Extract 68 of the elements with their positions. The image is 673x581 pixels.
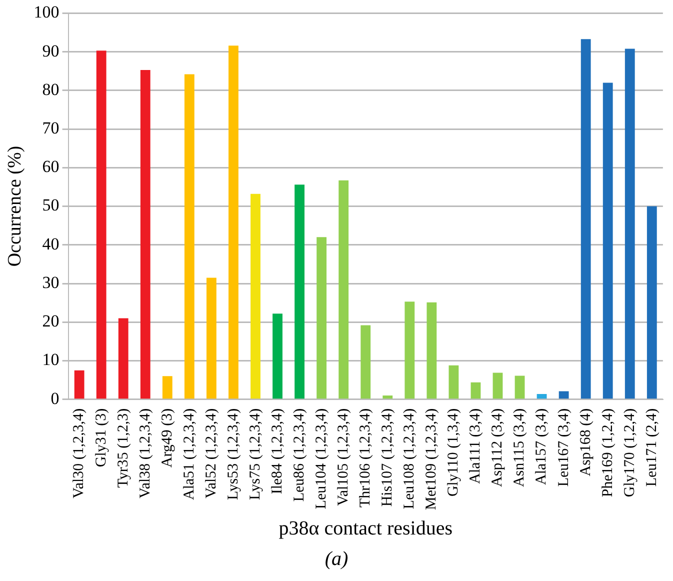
y-tick-label: 60 — [42, 157, 60, 176]
x-tick-label: Val38 (1,2,3,4) — [137, 408, 154, 498]
x-tick-label: Leu167 (3,4) — [556, 408, 572, 487]
bar — [74, 370, 84, 399]
y-tick-label: 90 — [42, 41, 60, 60]
x-tick-label: Leu86 (1,2,3,4) — [291, 408, 308, 502]
x-tick-label: Tyr35 (1,2,3) — [115, 408, 132, 488]
y-tick-label: 20 — [42, 312, 60, 331]
bar — [272, 314, 282, 399]
bar — [492, 372, 503, 399]
bar — [250, 194, 260, 399]
x-tick-label: Lys53 (1,2,3,4) — [225, 408, 242, 500]
bar — [228, 46, 238, 399]
bar — [316, 237, 327, 399]
x-tick-label: Asn115 (3,4) — [512, 408, 528, 487]
bar — [514, 376, 525, 399]
bar — [338, 180, 349, 399]
bar — [118, 318, 128, 399]
y-tick-label: 100 — [34, 2, 60, 22]
bar — [96, 50, 106, 399]
x-tick-label: Leu171 (2,4) — [644, 408, 660, 487]
x-tick-label: Lys75 (1,2,3,4) — [247, 408, 264, 500]
x-tick-label: Asp168 (4) — [578, 408, 594, 476]
bar — [382, 395, 393, 399]
bar — [558, 391, 569, 399]
bar — [580, 39, 591, 399]
bar — [294, 184, 304, 399]
y-tick-label: 50 — [42, 196, 60, 215]
y-tick-label: 30 — [42, 272, 60, 292]
x-tick-label: Val30 (1,2,3,4) — [71, 408, 88, 498]
x-tick-label: Thr106 (1,2,3,4) — [358, 408, 374, 508]
x-tick-label: Ala51 (1,2,3,4) — [181, 408, 198, 500]
y-tick-label: 40 — [42, 234, 60, 254]
x-tick-label: Gly31 (3) — [93, 408, 110, 468]
y-tick-label: 80 — [42, 80, 60, 99]
bar — [602, 82, 613, 399]
x-tick-label: Leu104 (1,2,3,4) — [314, 408, 330, 510]
y-tick-label: 10 — [42, 350, 60, 370]
bar — [426, 302, 437, 399]
x-tick-label: Ala111 (3,4) — [468, 408, 484, 484]
bar — [360, 325, 371, 399]
bar — [404, 302, 415, 399]
y-axis-title: Occurrence (%) — [4, 146, 26, 267]
x-tick-label: Leu108 (1,2,3,4) — [402, 408, 418, 510]
x-tick-label: Gly170 (1,2,4) — [622, 408, 638, 498]
x-tick-label: Val105 (1,2,3,4) — [336, 408, 352, 506]
bar — [470, 382, 481, 399]
bar — [140, 70, 150, 399]
x-tick-label: Val52 (1,2,3,4) — [203, 408, 220, 498]
x-axis-title: p38α contact residues — [278, 517, 453, 540]
x-tick-label: Ala157 (3,4) — [534, 408, 550, 486]
x-tick-label: Met109 (1,2,3,4) — [424, 408, 440, 510]
bar — [184, 74, 194, 399]
bar — [536, 394, 547, 399]
y-tick-label: 0 — [50, 388, 60, 408]
y-tick-label: 70 — [42, 118, 60, 138]
x-tick-label: Asp112 (3,4) — [490, 408, 506, 487]
bar — [448, 365, 459, 399]
x-tick-label: Gly110 (1,3,4) — [446, 408, 462, 497]
bar — [206, 278, 216, 399]
x-tick-label: Phe169 (1,2,4) — [600, 408, 616, 498]
x-tick-label: Ile84 (1,2,3,4) — [269, 408, 286, 494]
bar — [624, 48, 635, 399]
x-tick-label: His107 (1,2,3,4) — [380, 408, 396, 507]
bar — [646, 206, 657, 399]
bar — [162, 376, 172, 399]
x-tick-label: Arg49 (3) — [159, 408, 176, 468]
text: (a) — [324, 548, 350, 571]
